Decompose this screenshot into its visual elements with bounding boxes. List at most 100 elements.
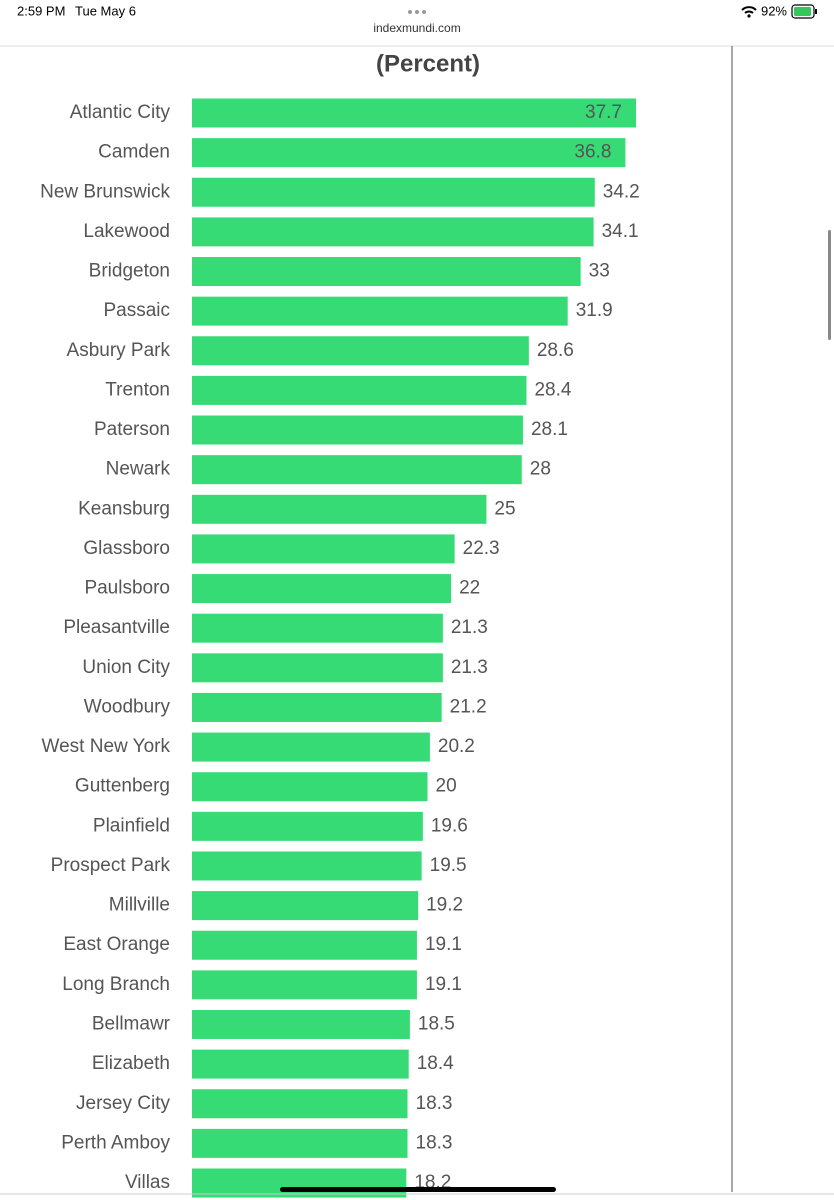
- bar: [192, 653, 443, 683]
- value-label: 31.9: [576, 300, 613, 321]
- category-label: West New York: [42, 736, 171, 757]
- category-label: Passaic: [103, 300, 170, 321]
- bar: [192, 336, 529, 366]
- bar: [192, 296, 568, 326]
- category-label: Millville: [109, 895, 170, 916]
- value-label: 19.1: [425, 934, 462, 955]
- wifi-icon: [741, 6, 757, 14]
- plot: Atlantic City 37.7 Camden 36.8 New Brunswick…: [40, 98, 640, 1198]
- bar: [192, 415, 523, 445]
- category-label: Long Branch: [62, 974, 170, 995]
- category-label: Guttenberg: [75, 776, 170, 797]
- bar: [192, 930, 417, 960]
- value-label: 21.3: [451, 617, 488, 638]
- bar: [192, 257, 581, 287]
- value-label: 33: [589, 261, 610, 282]
- bar: [192, 455, 522, 485]
- bar: [192, 534, 455, 564]
- category-label: Trenton: [105, 379, 170, 400]
- category-label: East Orange: [63, 934, 170, 955]
- bar: [192, 772, 428, 802]
- bar: [192, 1089, 408, 1119]
- value-label: 20.2: [438, 736, 475, 757]
- category-label: Asbury Park: [67, 340, 171, 361]
- value-label: 36.8: [574, 142, 611, 163]
- category-label: Villas: [125, 1172, 170, 1193]
- time: 2:59 PM: [17, 3, 65, 18]
- category-label: Glassboro: [83, 538, 170, 559]
- value-label: 28.1: [531, 419, 568, 440]
- value-label: 25: [494, 498, 515, 519]
- value-label: 19.6: [431, 815, 468, 836]
- category-label: Paulsboro: [84, 578, 170, 599]
- bar: [192, 574, 452, 604]
- bar: [192, 970, 417, 1000]
- bar: [192, 177, 595, 207]
- bar: [192, 494, 487, 524]
- battery-tip: [815, 9, 817, 14]
- category-label: Prospect Park: [51, 855, 171, 876]
- category-label: Camden: [98, 142, 170, 163]
- bar: [192, 851, 422, 881]
- url[interactable]: indexmundi.com: [373, 21, 460, 35]
- scrollbar[interactable]: [828, 230, 831, 340]
- category-label: Woodbury: [84, 696, 171, 717]
- category-label: Bellmawr: [92, 1014, 171, 1035]
- bar: [192, 1049, 409, 1079]
- menu-dots: [408, 10, 426, 14]
- category-label: New Brunswick: [40, 181, 170, 202]
- category-label: Elizabeth: [92, 1053, 170, 1074]
- bar: [192, 138, 626, 168]
- category-label: Plainfield: [93, 815, 170, 836]
- value-label: 18.3: [416, 1093, 453, 1114]
- category-label: Newark: [106, 459, 171, 480]
- date: Tue May 6: [75, 3, 136, 18]
- value-label: 18.5: [418, 1014, 455, 1035]
- bar: [192, 375, 527, 405]
- chart-title: (Percent): [376, 50, 480, 77]
- battery-text: 92%: [761, 3, 787, 18]
- value-label: 22: [459, 578, 480, 599]
- value-label: 34.2: [603, 181, 640, 202]
- battery-outline: [791, 4, 815, 19]
- value-label: 28: [530, 459, 551, 480]
- bar: [192, 1168, 407, 1198]
- bar: [192, 692, 442, 722]
- value-label: 19.5: [430, 855, 467, 876]
- value-label: 22.3: [463, 538, 500, 559]
- category-label: Union City: [82, 657, 170, 678]
- bar: [192, 732, 430, 762]
- bar: [192, 1128, 408, 1158]
- status-bar: [0, 0, 834, 46]
- bar: [192, 891, 419, 921]
- category-label: Lakewood: [83, 221, 170, 242]
- value-label: 18.4: [417, 1053, 454, 1074]
- value-label: 37.7: [585, 102, 622, 123]
- bar: [192, 1009, 410, 1039]
- value-label: 19.2: [426, 895, 463, 916]
- category-label: Keansburg: [78, 498, 170, 519]
- category-label: Bridgeton: [89, 261, 170, 282]
- category-label: Paterson: [94, 419, 170, 440]
- value-label: 18.3: [416, 1132, 453, 1153]
- value-label: 28.4: [534, 379, 571, 400]
- bar: [192, 811, 423, 841]
- value-label: 28.6: [537, 340, 574, 361]
- value-label: 34.1: [602, 221, 639, 242]
- bar: [192, 613, 443, 643]
- value-label: 21.2: [450, 696, 487, 717]
- value-label: 19.1: [425, 974, 462, 995]
- wifi-dot: [747, 14, 751, 18]
- category-label: Jersey City: [76, 1093, 170, 1114]
- bar: [192, 217, 594, 247]
- category-label: Atlantic City: [70, 102, 171, 123]
- home-indicator[interactable]: [280, 1187, 556, 1192]
- category-label: Perth Amboy: [61, 1132, 170, 1153]
- value-label: 20: [436, 776, 457, 797]
- category-label: Pleasantville: [63, 617, 170, 638]
- bar: [192, 98, 636, 128]
- battery-level: [794, 7, 811, 16]
- value-label: 21.3: [451, 657, 488, 678]
